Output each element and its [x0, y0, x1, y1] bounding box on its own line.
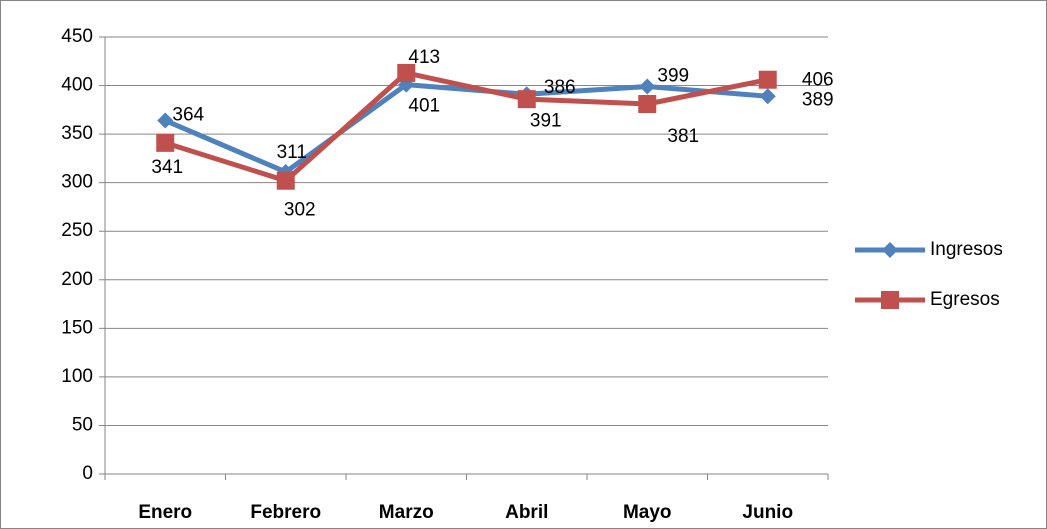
x-tick-label: Abril — [505, 502, 548, 523]
data-label: 401 — [408, 96, 440, 117]
point-marker — [758, 70, 777, 89]
legend-label: Egresos — [930, 289, 1000, 310]
y-tick-label: 350 — [61, 123, 93, 144]
x-tick-label: Febrero — [250, 502, 321, 523]
y-tick-label: 50 — [72, 414, 93, 435]
x-tick-label: Enero — [138, 502, 192, 523]
point-marker — [639, 78, 656, 95]
y-tick-label: 150 — [61, 317, 93, 338]
y-tick-label: 300 — [61, 172, 93, 193]
data-label: 341 — [151, 157, 183, 178]
data-label: 406 — [802, 70, 834, 91]
data-label: 389 — [802, 89, 834, 110]
data-label: 399 — [657, 66, 689, 87]
point-marker — [276, 171, 295, 190]
x-tick-label: Junio — [742, 502, 793, 523]
legend-label: Ingresos — [930, 239, 1003, 260]
point-marker — [517, 90, 536, 109]
data-label: 302 — [284, 200, 316, 221]
legend-marker — [881, 291, 899, 309]
point-marker — [759, 88, 776, 105]
point-marker — [156, 133, 175, 152]
y-tick-label: 200 — [61, 269, 93, 290]
point-marker — [397, 63, 416, 82]
data-label: 364 — [172, 105, 204, 126]
point-marker — [157, 112, 174, 129]
x-tick-label: Marzo — [379, 502, 434, 523]
data-label: 386 — [544, 77, 576, 98]
y-tick-label: 0 — [82, 463, 93, 484]
series-line — [164, 82, 768, 175]
y-tick-label: 400 — [61, 75, 93, 96]
data-label: 391 — [530, 110, 562, 131]
series-line — [164, 70, 769, 184]
point-marker — [638, 95, 657, 114]
data-label: 413 — [408, 47, 440, 68]
legend-marker — [882, 242, 898, 258]
y-tick-label: 250 — [61, 220, 93, 241]
y-tick-label: 100 — [61, 366, 93, 387]
x-tick-label: Mayo — [623, 502, 672, 523]
data-label: 381 — [667, 126, 699, 147]
y-tick-label: 450 — [61, 26, 93, 47]
data-label: 311 — [277, 142, 307, 163]
